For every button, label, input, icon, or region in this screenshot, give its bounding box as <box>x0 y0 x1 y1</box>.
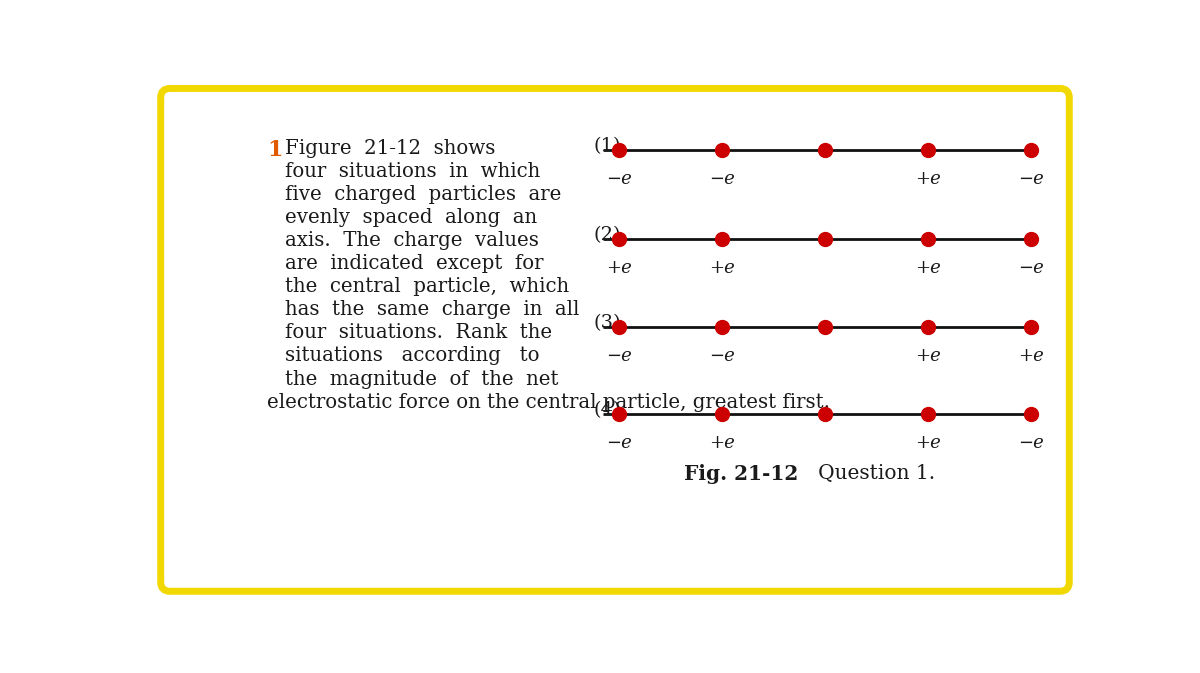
Text: the  central  particle,  which: the central particle, which <box>286 277 570 296</box>
Text: four  situations.  Rank  the: four situations. Rank the <box>286 323 552 343</box>
Text: +e: +e <box>914 434 941 452</box>
Text: are  indicated  except  for: are indicated except for <box>286 254 544 273</box>
Text: the  magnitude  of  the  net: the magnitude of the net <box>286 369 559 388</box>
Text: (3): (3) <box>594 314 622 332</box>
Text: +e: +e <box>709 434 734 452</box>
Text: five  charged  particles  are: five charged particles are <box>286 184 562 204</box>
Text: +e: +e <box>914 258 941 277</box>
Text: (4): (4) <box>594 401 620 419</box>
Text: −e: −e <box>1018 170 1044 188</box>
Text: −e: −e <box>606 170 631 188</box>
Text: situations   according   to: situations according to <box>286 347 540 365</box>
Text: evenly  spaced  along  an: evenly spaced along an <box>286 208 538 227</box>
Text: +e: +e <box>914 170 941 188</box>
Text: 1: 1 <box>266 139 282 160</box>
Text: electrostatic force on the central particle, greatest first.: electrostatic force on the central parti… <box>266 392 830 412</box>
Text: +e: +e <box>914 347 941 365</box>
Text: +e: +e <box>709 258 734 277</box>
Text: −e: −e <box>1018 258 1044 277</box>
Text: −e: −e <box>709 170 734 188</box>
Text: −e: −e <box>606 434 631 452</box>
Text: +e: +e <box>1018 347 1044 365</box>
Text: (2): (2) <box>594 225 620 244</box>
Text: axis.  The  charge  values: axis. The charge values <box>286 231 539 250</box>
Text: four  situations  in  which: four situations in which <box>286 162 541 180</box>
Text: −e: −e <box>606 347 631 365</box>
Text: has  the  same  charge  in  all: has the same charge in all <box>286 300 580 319</box>
Text: Question 1.: Question 1. <box>799 464 936 483</box>
Text: (1): (1) <box>594 137 620 155</box>
FancyBboxPatch shape <box>161 88 1069 592</box>
Text: Figure  21-12  shows: Figure 21-12 shows <box>286 139 496 157</box>
Text: −e: −e <box>709 347 734 365</box>
Text: −e: −e <box>1018 434 1044 452</box>
Text: +e: +e <box>606 258 631 277</box>
Text: Fig. 21-12: Fig. 21-12 <box>684 464 798 484</box>
